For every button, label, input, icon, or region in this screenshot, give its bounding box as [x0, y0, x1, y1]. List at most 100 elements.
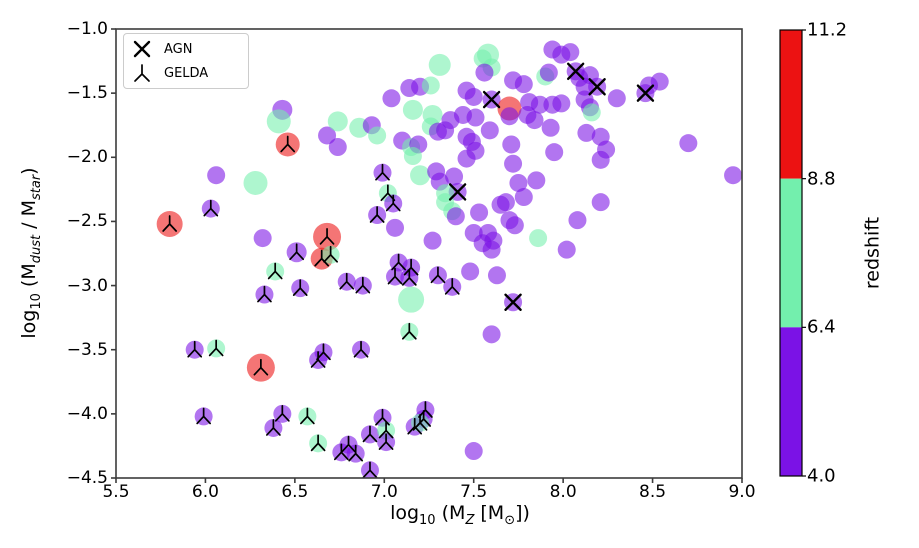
y-tick-label: −1.0 [66, 19, 108, 39]
gelda-marker-icon [362, 461, 378, 478]
scatter-point [568, 211, 587, 230]
scatter-point [402, 99, 423, 120]
gelda-marker-icon [289, 243, 304, 261]
y-tick-label: −1.5 [66, 83, 108, 104]
gelda-marker-icon [208, 339, 224, 357]
scatter-point [496, 193, 515, 212]
scatter-point [557, 240, 576, 259]
gelda-marker-icon [267, 262, 283, 280]
colorbar-segment [780, 30, 802, 179]
gelda-marker-icon [300, 407, 315, 425]
scatter-point [207, 166, 226, 185]
gelda-marker-icon [401, 269, 417, 286]
gelda-marker-icon [316, 343, 331, 361]
scatter-point [464, 87, 483, 106]
x-cross-icon [133, 40, 151, 58]
gelda-marker-icon [274, 405, 290, 422]
gelda-marker-icon [362, 425, 378, 443]
gelda-marker-icon [334, 443, 349, 461]
gelda-marker-icon [257, 285, 272, 303]
scatter-point [423, 231, 442, 250]
scatter-point [650, 72, 669, 91]
x-tick-label: 7.0 [370, 482, 398, 502]
agn-marker-icon [448, 183, 467, 201]
y-tick-label: −2.5 [66, 211, 108, 232]
scatter-point [527, 171, 546, 190]
scatter-point [466, 108, 485, 127]
scatter-point [504, 154, 523, 173]
x-tick-label: 8.0 [549, 482, 577, 502]
scatter-point [446, 207, 465, 226]
scatter-point [514, 75, 533, 94]
colorbar-outline [779, 29, 803, 477]
scatter-point [475, 63, 494, 82]
colorbar-segment [780, 327, 802, 476]
colorbar-tick-label: 4.0 [807, 465, 836, 487]
gelda-marker-icon [391, 253, 406, 271]
scatter-point [577, 123, 596, 142]
legend-box: AGN GELDA [123, 33, 249, 89]
scatter-point [243, 170, 268, 195]
gelda-marker-icon [203, 199, 219, 217]
scatter-point [543, 95, 562, 114]
scatter-point [480, 121, 499, 140]
legend-item-agn: AGN [130, 37, 242, 61]
scatter-point [724, 166, 742, 185]
gelda-marker-icon [280, 135, 296, 153]
scatter-point [580, 66, 599, 85]
scatter-point [464, 442, 483, 461]
scatter-point [457, 149, 476, 168]
scatter-point [561, 43, 580, 62]
scatter-point [368, 126, 387, 145]
colorbar-tick-label: 11.2 [807, 19, 848, 41]
y-tick-label: −4.0 [66, 403, 108, 424]
agn-marker-icon [588, 78, 606, 96]
gelda-marker-icon [375, 408, 390, 426]
scatter-point [530, 95, 549, 114]
scatter-point [607, 89, 626, 108]
gelda-marker-icon [387, 267, 403, 285]
gelda-marker-icon [378, 421, 394, 439]
scatter-point [518, 105, 537, 124]
x-tick-label: 9.0 [728, 482, 756, 502]
gelda-marker-icon [353, 340, 369, 358]
scatter-point [473, 234, 492, 253]
tri-down-icon [134, 64, 150, 82]
x-axis-label: log10 (MZ [M⊙]) [390, 502, 530, 528]
gelda-marker-icon [378, 433, 394, 450]
x-tick-label: 8.5 [639, 482, 667, 502]
scatter-point [505, 216, 524, 235]
scatter-point [318, 126, 337, 145]
x-tick-label: 7.5 [460, 482, 488, 502]
scatter-point [582, 103, 601, 122]
gelda-marker-icon [187, 340, 203, 358]
plot-spines [115, 28, 743, 479]
scatter-point [482, 325, 501, 344]
scatter-point [421, 76, 440, 95]
gelda-marker-icon [323, 245, 338, 263]
scatter-point [328, 138, 347, 157]
data-points-group [156, 40, 742, 478]
scatter-point [591, 150, 610, 169]
gelda-marker-icon [339, 272, 355, 290]
gelda-marker-icon [253, 358, 269, 376]
scatter-point [428, 53, 451, 76]
scatter-point [500, 107, 519, 126]
colorbar-tick-label: 6.4 [807, 316, 836, 338]
scatter-point [327, 111, 348, 132]
gelda-marker-icon [412, 413, 428, 431]
scatter-point [461, 262, 480, 281]
scatter-point [509, 173, 528, 192]
agn-marker-icon [504, 293, 522, 311]
gelda-marker-icon [310, 434, 326, 452]
gelda-marker-icon [348, 444, 364, 462]
colorbar-tick-label: 8.8 [807, 168, 836, 190]
gelda-marker-icon [266, 419, 281, 436]
scatter-point [403, 147, 422, 166]
colorbar-label: redshift [861, 216, 884, 290]
x-tick-label: 6.0 [191, 482, 219, 502]
x-tick-label: 6.5 [281, 482, 309, 502]
y-tick-label: −2.0 [66, 147, 108, 168]
scatter-point [514, 188, 533, 207]
